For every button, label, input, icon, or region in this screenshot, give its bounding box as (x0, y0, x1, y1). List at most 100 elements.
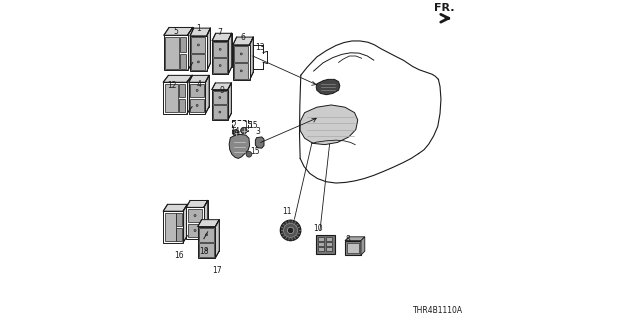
Polygon shape (250, 37, 253, 80)
Circle shape (219, 111, 221, 113)
Polygon shape (189, 75, 209, 82)
Polygon shape (164, 35, 188, 70)
Polygon shape (188, 224, 202, 237)
Polygon shape (193, 75, 209, 107)
Circle shape (284, 223, 298, 237)
Polygon shape (189, 82, 205, 114)
Text: 17: 17 (212, 266, 222, 275)
Polygon shape (204, 200, 208, 239)
Polygon shape (191, 54, 205, 70)
Circle shape (197, 44, 200, 46)
Polygon shape (179, 84, 185, 97)
Bar (326, 247, 332, 251)
Text: 2: 2 (232, 121, 237, 130)
Polygon shape (188, 28, 193, 70)
Text: 10: 10 (313, 224, 323, 233)
Polygon shape (233, 45, 250, 80)
Text: 6: 6 (240, 33, 245, 42)
Polygon shape (186, 207, 204, 239)
Text: 15: 15 (250, 147, 260, 156)
Circle shape (219, 97, 221, 99)
Polygon shape (168, 75, 192, 107)
Circle shape (241, 127, 247, 134)
Polygon shape (216, 33, 232, 67)
Circle shape (194, 229, 196, 232)
Polygon shape (316, 79, 340, 95)
Polygon shape (190, 200, 208, 232)
Polygon shape (213, 91, 227, 104)
Circle shape (205, 234, 207, 236)
Circle shape (280, 220, 301, 241)
Text: 12: 12 (168, 81, 177, 90)
Polygon shape (190, 28, 211, 36)
Polygon shape (163, 75, 192, 82)
Polygon shape (237, 37, 253, 72)
Polygon shape (205, 75, 209, 114)
Polygon shape (163, 82, 187, 114)
Polygon shape (345, 237, 365, 241)
Circle shape (246, 151, 252, 157)
Polygon shape (183, 204, 188, 243)
Circle shape (196, 104, 198, 107)
Polygon shape (177, 228, 182, 241)
Circle shape (240, 70, 243, 72)
Polygon shape (179, 99, 185, 112)
Polygon shape (255, 137, 264, 148)
Text: 8: 8 (346, 236, 351, 244)
Polygon shape (164, 212, 175, 241)
Polygon shape (190, 99, 204, 112)
Polygon shape (199, 243, 214, 257)
Polygon shape (194, 28, 211, 63)
Text: 4: 4 (196, 80, 202, 89)
Polygon shape (228, 33, 232, 74)
Polygon shape (199, 228, 214, 242)
Circle shape (194, 214, 196, 217)
Polygon shape (207, 28, 211, 71)
Polygon shape (166, 37, 179, 69)
Circle shape (205, 249, 207, 251)
Bar (318, 247, 324, 251)
Polygon shape (300, 105, 358, 145)
Polygon shape (163, 211, 183, 243)
Polygon shape (188, 209, 202, 222)
Polygon shape (215, 83, 232, 113)
Bar (318, 237, 324, 241)
Polygon shape (191, 37, 205, 53)
Text: 16: 16 (174, 252, 184, 260)
Circle shape (219, 65, 221, 67)
Polygon shape (212, 83, 232, 90)
Text: 15: 15 (243, 121, 253, 130)
Text: 5: 5 (173, 27, 179, 36)
Bar (318, 242, 324, 246)
Polygon shape (228, 83, 232, 120)
Polygon shape (214, 58, 227, 73)
Polygon shape (198, 227, 215, 258)
Text: 1: 1 (196, 24, 202, 33)
Circle shape (197, 61, 200, 63)
Polygon shape (190, 84, 204, 97)
Bar (347, 243, 359, 253)
Polygon shape (234, 46, 248, 62)
Circle shape (196, 89, 198, 92)
Circle shape (240, 53, 243, 55)
Text: 9: 9 (220, 86, 224, 95)
Polygon shape (215, 220, 220, 258)
Polygon shape (165, 84, 178, 112)
Bar (316, 235, 335, 254)
Text: 11: 11 (283, 207, 292, 216)
Polygon shape (213, 105, 227, 119)
Text: 13: 13 (255, 43, 265, 52)
Circle shape (219, 48, 221, 50)
Polygon shape (190, 36, 207, 71)
Polygon shape (168, 204, 188, 236)
Polygon shape (164, 28, 193, 35)
Circle shape (287, 227, 294, 234)
Polygon shape (163, 204, 188, 211)
Bar (345, 241, 361, 255)
Polygon shape (186, 200, 208, 207)
Text: 18: 18 (200, 247, 209, 256)
Polygon shape (212, 90, 228, 120)
Polygon shape (180, 37, 186, 52)
Bar (326, 242, 332, 246)
Polygon shape (177, 212, 182, 226)
